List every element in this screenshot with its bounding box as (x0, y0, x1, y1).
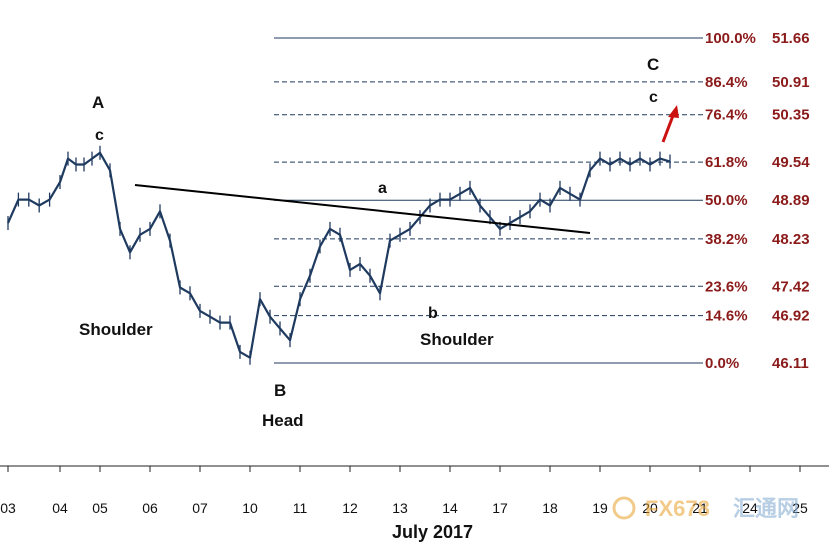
neckline-trendline (134, 183, 591, 234)
x-tick-label: 11 (293, 500, 308, 516)
fib-level-pct: 61.8% (705, 154, 748, 171)
x-tick-label: 19 (592, 500, 608, 516)
x-ticks: 03 04 05 06 07 10 11 12 13 14 17 18 19 20 21 24 25 (0, 466, 808, 516)
price-line (6, 151, 671, 359)
fib-level-value: 51.66 (772, 30, 810, 47)
fib-level-pct: 38.2% (705, 231, 748, 248)
x-tick-label: 17 (492, 500, 508, 516)
label-c-right: c (649, 89, 658, 106)
price-series (6, 145, 671, 365)
fx678-logo-icon (612, 496, 636, 520)
fib-labels: 100.0% 51.66 86.4% 50.91 76.4% 50.35 61.8% 49.5… (705, 30, 810, 372)
fib-level-value: 46.92 (772, 308, 810, 325)
label-a: a (378, 180, 387, 197)
fib-lines (274, 37, 703, 364)
fib-level-pct: 23.6% (705, 278, 748, 295)
fib-level-pct: 50.0% (705, 192, 748, 209)
x-tick-label: 07 (192, 500, 208, 516)
fib-level-value: 48.23 (772, 231, 810, 248)
label-c-left: c (95, 127, 104, 144)
watermark-cn: 汇通网 (733, 496, 799, 521)
fib-level-pct: 86.4% (705, 74, 748, 91)
label-right-shoulder: Shoulder (420, 330, 494, 349)
x-tick-label: 10 (242, 500, 258, 516)
x-tick-label: 03 (0, 500, 16, 516)
fib-level-pct: 0.0% (705, 355, 739, 372)
label-A: A (92, 93, 104, 112)
fib-level-value: 50.91 (772, 74, 810, 91)
fib-level-value: 46.11 (772, 355, 809, 372)
x-axis-title: July 2017 (392, 522, 473, 542)
x-tick-label: 06 (142, 500, 158, 516)
label-head: Head (262, 411, 304, 430)
x-tick-label: 13 (392, 500, 408, 516)
fib-level-value: 50.35 (772, 107, 810, 124)
x-tick-label: 12 (342, 500, 358, 516)
x-tick-label: 21 (692, 500, 708, 516)
fib-level-pct: 14.6% (705, 308, 748, 325)
label-B: B (274, 381, 286, 400)
fib-level-value: 49.54 (772, 154, 810, 171)
x-tick-label: 05 (92, 500, 108, 516)
watermark-brand: FX678 (645, 496, 710, 521)
x-tick-label: 04 (52, 500, 68, 516)
x-tick-label: 25 (792, 500, 808, 516)
arrow-up-icon (661, 105, 679, 143)
x-tick-label: 18 (542, 500, 558, 516)
label-C: C (647, 55, 659, 74)
label-b: b (428, 305, 438, 322)
fib-level-pct: 100.0% (705, 30, 756, 47)
x-tick-label: 20 (642, 500, 658, 516)
x-tick-label: 14 (442, 500, 458, 516)
x-tick-label: 24 (742, 500, 758, 516)
fib-level-value: 48.89 (772, 192, 810, 209)
label-left-shoulder: Shoulder (79, 320, 153, 339)
fib-level-pct: 76.4% (705, 107, 748, 124)
watermark: FX678 汇通网 (612, 496, 799, 521)
fib-level-value: 47.42 (772, 278, 810, 295)
